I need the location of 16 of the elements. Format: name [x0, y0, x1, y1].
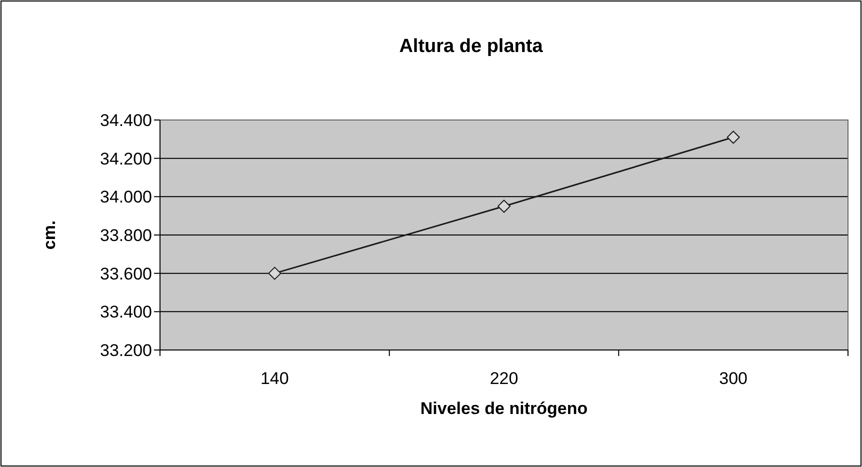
x-tick-label: 140: [260, 369, 289, 388]
x-tick-label: 220: [490, 369, 518, 388]
y-axis-title: cm.: [40, 220, 59, 250]
point: [726, 130, 740, 144]
y-tick-label: 34.400: [100, 110, 152, 130]
x-axis-title: Niveles de nitrógeno: [420, 399, 588, 418]
y-tick-label: 33.800: [100, 226, 152, 245]
y-tick-label: 34.000: [100, 188, 152, 207]
x-tick-label: 300: [719, 369, 748, 388]
y-tick-label: 34.200: [100, 149, 152, 168]
y-tick-label: 33.400: [100, 302, 152, 322]
chart-title: Altura de planta: [399, 36, 544, 57]
y-tick-label: 33.200: [100, 340, 152, 360]
y-tick-label: 33.600: [100, 264, 152, 284]
point: [498, 200, 510, 213]
point: [268, 266, 282, 280]
